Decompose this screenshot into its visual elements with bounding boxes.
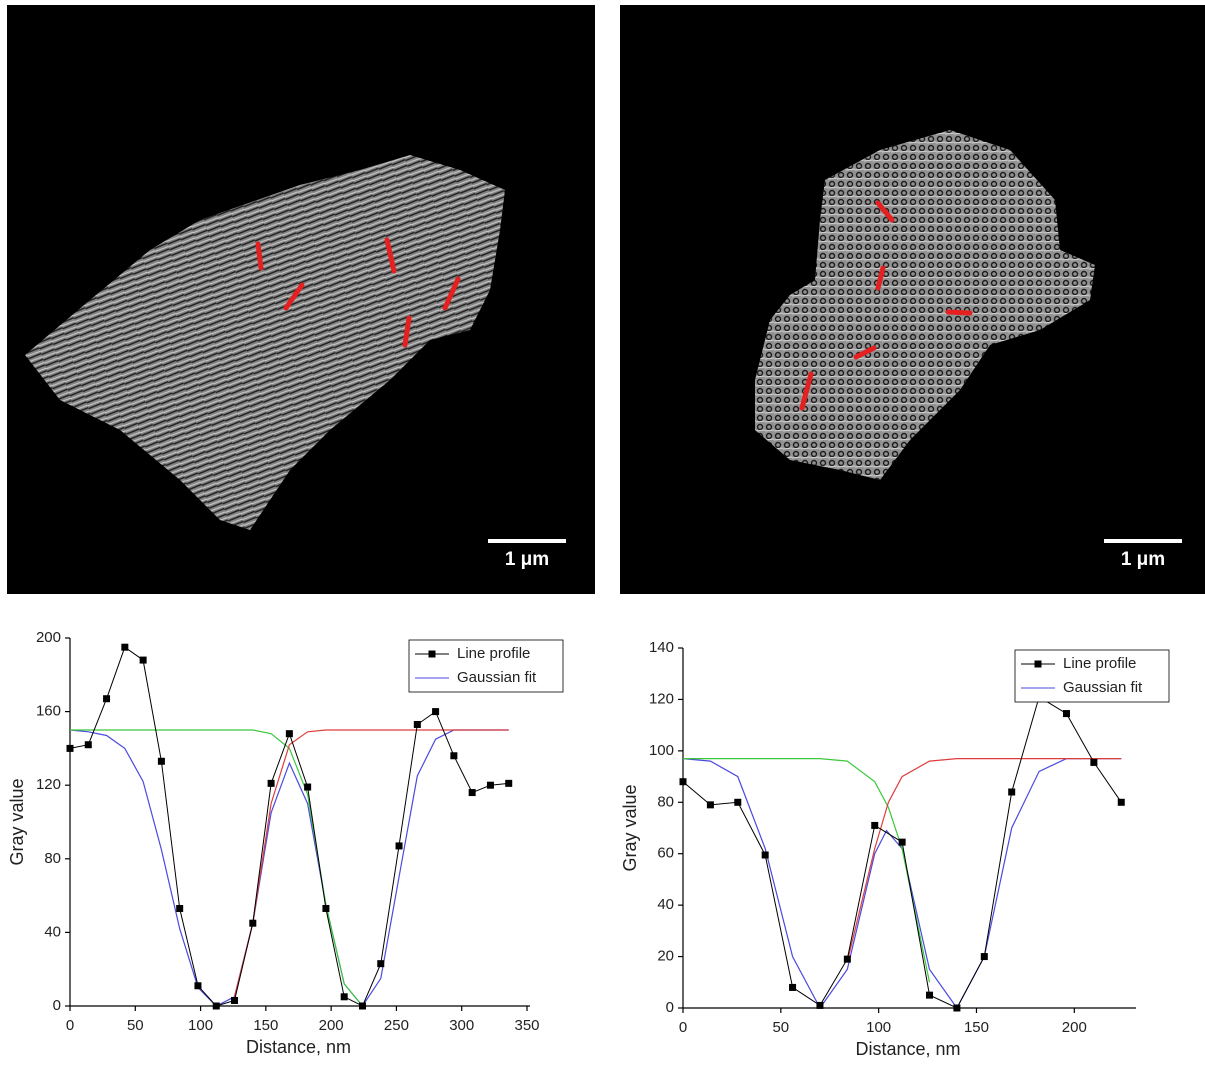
data-point [734,798,742,806]
legend-marker [1034,660,1042,668]
y-tick-label: 140 [649,639,674,656]
x-tick-label: 250 [384,1017,409,1034]
y-tick-label: 20 [657,948,674,965]
x-tick-label: 100 [866,1019,891,1036]
data-point [340,993,348,1001]
data-point [322,904,330,912]
data-point [157,757,165,765]
y-tick-label: 80 [44,850,61,867]
legend-label: Gaussian fit [457,669,537,686]
data-point [432,708,440,716]
x-tick-label: 350 [514,1017,539,1034]
legend-box [408,639,564,693]
series-line [70,729,363,1007]
y-tick-label: 0 [666,999,674,1016]
series-line [846,758,1122,962]
data-point [761,851,769,859]
data-point [103,695,111,703]
scale-bar-label: 1 μm [505,549,549,570]
y-tick-label: 40 [657,896,674,913]
series-line [69,729,509,1008]
series-line [683,758,931,983]
x-tick-label: 50 [127,1017,144,1034]
data-point [358,1002,366,1010]
data-point [84,741,92,749]
series-line [682,696,1122,1009]
data-point [377,960,385,968]
x-tick-label: 150 [964,1019,989,1036]
data-point [505,779,513,787]
data-point [450,752,458,760]
data-point [789,983,797,991]
data-point [395,842,403,850]
x-tick-label: 200 [319,1017,344,1034]
micrograph-left: 1 μm [7,5,595,594]
y-tick-label: 120 [649,690,674,707]
scale-bar-label: 1 μm [1121,549,1165,570]
y-tick-label: 120 [36,776,61,793]
data-point [953,1004,961,1012]
data-point [468,789,476,797]
legend-marker [428,650,436,658]
data-point [486,781,494,789]
x-axis-label: Distance, nm [855,1039,960,1059]
x-tick-label: 200 [1062,1019,1087,1036]
x-tick-label: 300 [449,1017,474,1034]
y-tick-label: 100 [649,742,674,759]
y-tick-label: 160 [36,703,61,720]
x-axis-label: Distance, nm [246,1037,351,1057]
data-point [304,783,312,791]
y-tick-label: 60 [657,845,674,862]
data-point [139,656,147,664]
data-point [843,955,851,963]
data-point [926,991,934,999]
legend-label: Gaussian fit [1063,679,1143,696]
legend-label: Line profile [457,645,530,662]
data-point [1090,758,1098,766]
data-point [1062,710,1070,718]
data-point [679,778,687,786]
data-point [706,801,714,809]
y-tick-label: 40 [44,923,61,940]
legend-box [1014,649,1170,703]
y-tick-label: 80 [657,793,674,810]
series-line [69,646,509,1007]
data-point [816,1001,824,1009]
data-point [1008,788,1016,796]
data-point [898,838,906,846]
data-point [980,953,988,961]
data-point [176,904,184,912]
data-point [871,821,879,829]
data-point [285,730,293,738]
y-tick-label: 0 [53,997,61,1014]
x-tick-label: 0 [66,1017,74,1034]
data-point [66,744,74,752]
y-axis-label: Gray value [7,778,27,865]
data-point [231,996,239,1004]
data-point [212,1002,220,1010]
x-tick-label: 100 [188,1017,213,1034]
series-line [682,758,1122,1010]
data-point [121,643,129,651]
x-tick-label: 150 [253,1017,278,1034]
y-tick-label: 200 [36,629,61,646]
data-point [413,720,421,728]
x-tick-label: 0 [679,1019,687,1036]
x-tick-label: 50 [772,1019,789,1036]
data-point [267,779,275,787]
data-point [194,982,202,990]
data-point [1117,798,1125,806]
micrograph-right: 1 μm [620,5,1205,594]
data-point [249,919,257,927]
y-axis-label: Gray value [620,784,640,871]
legend-label: Line profile [1063,655,1136,672]
